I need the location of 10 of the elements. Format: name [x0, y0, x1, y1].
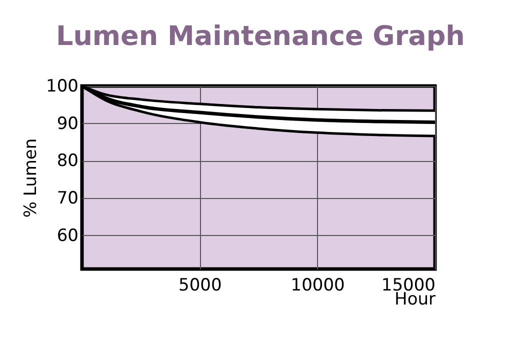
y-tick-label: 60 [56, 226, 78, 246]
x-tick-label: 5000 [178, 276, 222, 296]
y-axis-title: % Lumen [21, 138, 42, 218]
chart-title: Lumen Maintenance Graph [56, 21, 465, 52]
y-tick-label: 90 [56, 114, 78, 134]
y-tick-label: 70 [56, 188, 78, 209]
y-tick-label: 100 [46, 76, 78, 96]
x-tick-label: 10000 [290, 276, 345, 296]
x-axis-title: Hour [394, 290, 436, 310]
y-tick-label: 80 [56, 151, 78, 172]
